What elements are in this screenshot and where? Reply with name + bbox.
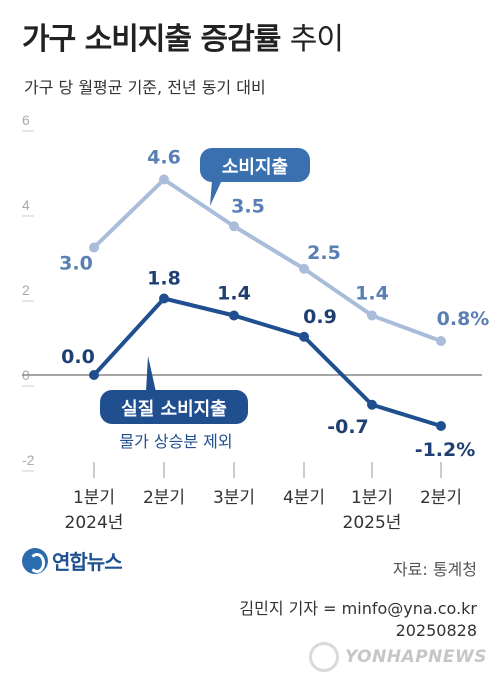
- data-label-nominal: 2.5: [307, 242, 341, 264]
- data-point: [436, 421, 446, 431]
- y-tick-label: -2: [22, 452, 35, 468]
- y-tick-label: 2: [22, 282, 30, 298]
- data-point: [159, 293, 169, 304]
- data-point: [159, 174, 169, 185]
- legend-callout-nominal-pointer: [210, 180, 222, 206]
- x-tick-label: 1분기: [73, 488, 115, 508]
- watermark-text: YONHAPNEWS: [344, 647, 487, 667]
- x-tick-label: 4분기: [283, 488, 325, 508]
- data-point: [436, 336, 446, 346]
- credit: 김민지 기자 = minfo@yna.co.kr 20250828: [239, 598, 477, 642]
- legend-label-nominal: 소비지출: [222, 157, 288, 178]
- series-line-real: [92, 296, 442, 428]
- data-label-real: -0.7: [327, 416, 369, 438]
- legend-callout-real: [100, 390, 248, 424]
- title-main: 가구 소비지출 증감률: [22, 22, 281, 57]
- data-point: [229, 310, 239, 321]
- data-label-nominal: 0.8%: [437, 308, 490, 330]
- data-point: [229, 221, 239, 232]
- x-tick-label: 2분기: [143, 488, 185, 508]
- chart-title: 가구 소비지출 증감률 추이: [22, 14, 344, 58]
- yonhap-logo-icon: [22, 547, 48, 574]
- data-label-real: 0.9: [303, 306, 337, 328]
- y-tick-label: 6: [22, 112, 30, 128]
- year-label-2025: 2025년: [343, 513, 402, 533]
- data-label-real: 0.0: [61, 346, 95, 368]
- data-point: [89, 242, 99, 253]
- series-line-nominal: [92, 177, 442, 343]
- watermark: YONHAPNEWS: [308, 642, 487, 672]
- data-point: [299, 331, 309, 342]
- agency-name: 연합뉴스: [52, 550, 123, 574]
- credit-date: 20250828: [395, 621, 477, 640]
- data-label-real: 1.4: [217, 283, 251, 305]
- title-suffix: 추이: [289, 22, 344, 57]
- x-tick-label: 3분기: [213, 488, 255, 508]
- data-point: [367, 399, 377, 410]
- annotation-real-note: 물가 상승분 제외: [119, 432, 232, 451]
- agency-logo: 연합뉴스: [22, 546, 123, 575]
- watermark-logo-icon: [308, 642, 339, 672]
- year-label-2024: 2024년: [65, 513, 124, 533]
- data-point: [367, 310, 377, 321]
- legend-label-real: 실질 소비지출: [121, 399, 227, 420]
- data-label-nominal: 3.0: [59, 253, 93, 275]
- credit-reporter: 김민지 기자 = minfo@yna.co.kr: [239, 599, 477, 618]
- data-label-nominal: 1.4: [355, 283, 389, 305]
- data-label-nominal: 3.5: [231, 195, 265, 217]
- data-label-real: 1.8: [147, 268, 181, 290]
- data-label-real: -1.2%: [415, 439, 476, 461]
- data-point: [299, 263, 309, 274]
- x-tick-label: 1분기: [351, 488, 393, 508]
- data-point: [89, 370, 99, 380]
- legend-callout-real-pointer: [146, 356, 156, 392]
- chart-subtitle: 가구 당 월평균 기준, 전년 동기 대비: [24, 78, 266, 97]
- legend-callout-nominal: [200, 148, 310, 182]
- y-tick-label: 4: [22, 197, 30, 213]
- x-tick-label: 2분기: [420, 488, 462, 508]
- data-source: 자료: 통계청: [392, 560, 477, 579]
- data-label-nominal: 4.6: [147, 147, 181, 169]
